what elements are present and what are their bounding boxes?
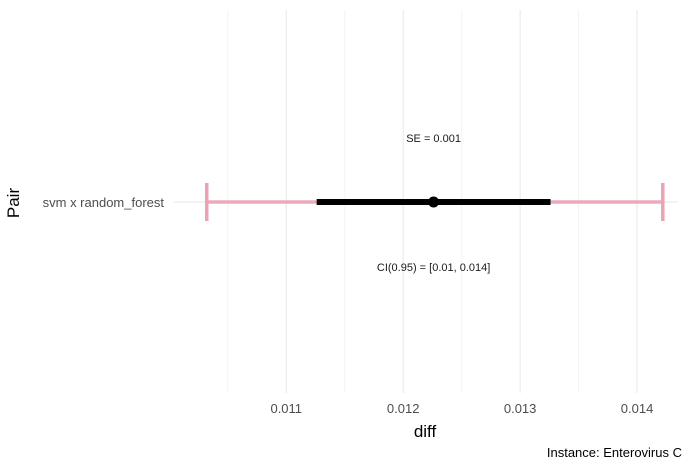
caption: Instance: Enterovirus C xyxy=(546,445,682,460)
x-tick-label: 0.012 xyxy=(387,401,420,416)
y-tick-label: svm x random_forest xyxy=(43,195,165,210)
se-annotation: SE = 0.001 xyxy=(406,133,461,145)
ci-annotation: CI(0.95) = [0.01, 0.014] xyxy=(377,262,490,274)
estimate-point xyxy=(428,196,440,208)
x-axis-title: diff xyxy=(414,422,437,441)
y-axis-title: Pair xyxy=(4,188,23,219)
x-tick-label: 0.011 xyxy=(270,401,302,416)
tick-labels: 0.011 0.012 0.013 0.014 svm x random_forest S… xyxy=(43,133,654,416)
x-tick-label: 0.013 xyxy=(504,401,537,416)
x-tick-label: 0.014 xyxy=(621,401,654,416)
plot-marks xyxy=(204,183,665,221)
